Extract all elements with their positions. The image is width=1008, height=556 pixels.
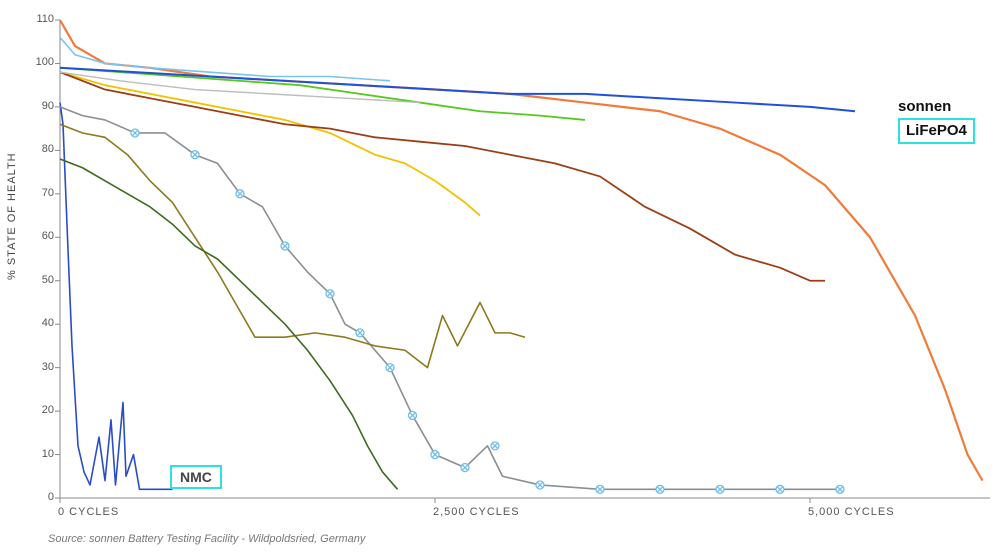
series-sienna-brown <box>60 72 825 281</box>
y-tick-label: 20 <box>26 404 54 416</box>
y-axis-label: % STATE OF HEALTH <box>6 152 18 280</box>
y-tick-label: 40 <box>26 317 54 329</box>
y-tick-label: 50 <box>26 274 54 286</box>
series-gray-marked <box>60 107 840 489</box>
x-tick-label: 2,500 CYCLES <box>433 506 520 518</box>
y-tick-label: 60 <box>26 230 54 242</box>
x-tick-label: 0 CYCLES <box>58 506 119 518</box>
series-nmc-blue-fastdrop <box>60 103 173 490</box>
source-text: Source: sonnen Battery Testing Facility … <box>48 533 365 545</box>
callout-lifepo4-line1: sonnen <box>898 98 975 116</box>
y-tick-label: 90 <box>26 100 54 112</box>
callout-nmc-text: NMC <box>180 469 212 485</box>
series-light-blue <box>60 37 390 80</box>
x-tick-label: 5,000 CYCLES <box>808 506 895 518</box>
y-tick-label: 100 <box>26 56 54 68</box>
y-tick-label: 0 <box>26 491 54 503</box>
y-tick-label: 10 <box>26 448 54 460</box>
y-tick-label: 110 <box>26 13 54 25</box>
callout-lifepo4-line2: LiFePO4 <box>898 118 975 144</box>
y-tick-label: 80 <box>26 143 54 155</box>
chart-svg <box>0 0 1008 556</box>
series-dark-green <box>60 159 398 489</box>
y-tick-label: 70 <box>26 187 54 199</box>
callout-nmc: NMC <box>170 465 222 489</box>
series-dark-olive <box>60 124 525 367</box>
callout-lifepo4: sonnen LiFePO4 <box>898 98 975 144</box>
battery-health-chart: % STATE OF HEALTH 0 10 20 30 40 50 60 70 80 90 100… <box>0 0 1008 556</box>
y-tick-label: 30 <box>26 361 54 373</box>
